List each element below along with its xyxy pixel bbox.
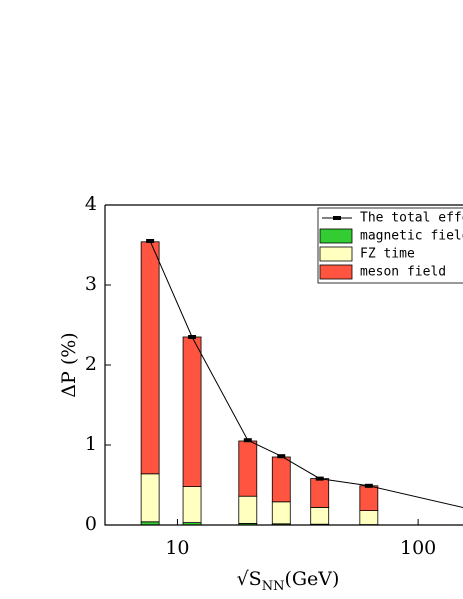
x-axis-label: √SNN(GeV)	[237, 568, 340, 594]
bar-segment	[359, 510, 379, 526]
total-marker	[277, 454, 286, 459]
x-tick-label: 100	[400, 537, 436, 559]
y-tick-label: 1	[85, 433, 97, 455]
legend-label: magnetic field	[360, 229, 463, 244]
total-marker	[188, 335, 197, 339]
x-label-base: √S	[237, 568, 262, 590]
y-axis-label: ΔP (%)	[58, 332, 80, 397]
bar-segment	[310, 506, 330, 525]
y-tick-label: 4	[85, 193, 97, 215]
bar-segment	[359, 485, 379, 511]
bar-segment	[238, 495, 258, 524]
total-marker	[315, 476, 324, 481]
y-tick-label: 2	[85, 353, 97, 375]
bar-segment	[310, 478, 330, 508]
bar-segment	[238, 440, 258, 497]
x-label-sub: NN	[262, 579, 285, 594]
bar-segment	[140, 473, 160, 523]
bar-segment	[271, 501, 291, 525]
bar-segment	[140, 241, 160, 475]
y-tick-label: 3	[85, 273, 97, 295]
legend-label: FZ time	[360, 247, 415, 262]
bar-segment	[182, 486, 202, 524]
y-tick-label: 0	[85, 513, 97, 535]
total-marker	[243, 438, 252, 443]
total-marker	[146, 239, 155, 243]
bar-segment	[182, 336, 202, 488]
legend-label: meson field	[360, 265, 446, 280]
legend-swatch	[319, 246, 353, 262]
x-label-unit: (GeV)	[284, 568, 339, 590]
legend-swatch	[319, 228, 353, 244]
bar-segment	[271, 456, 291, 503]
legend-marker	[333, 216, 341, 220]
legend-swatch	[319, 264, 353, 280]
x-tick-label: 10	[165, 537, 189, 559]
total-marker	[364, 483, 373, 488]
legend-label: The total effect	[360, 211, 463, 226]
